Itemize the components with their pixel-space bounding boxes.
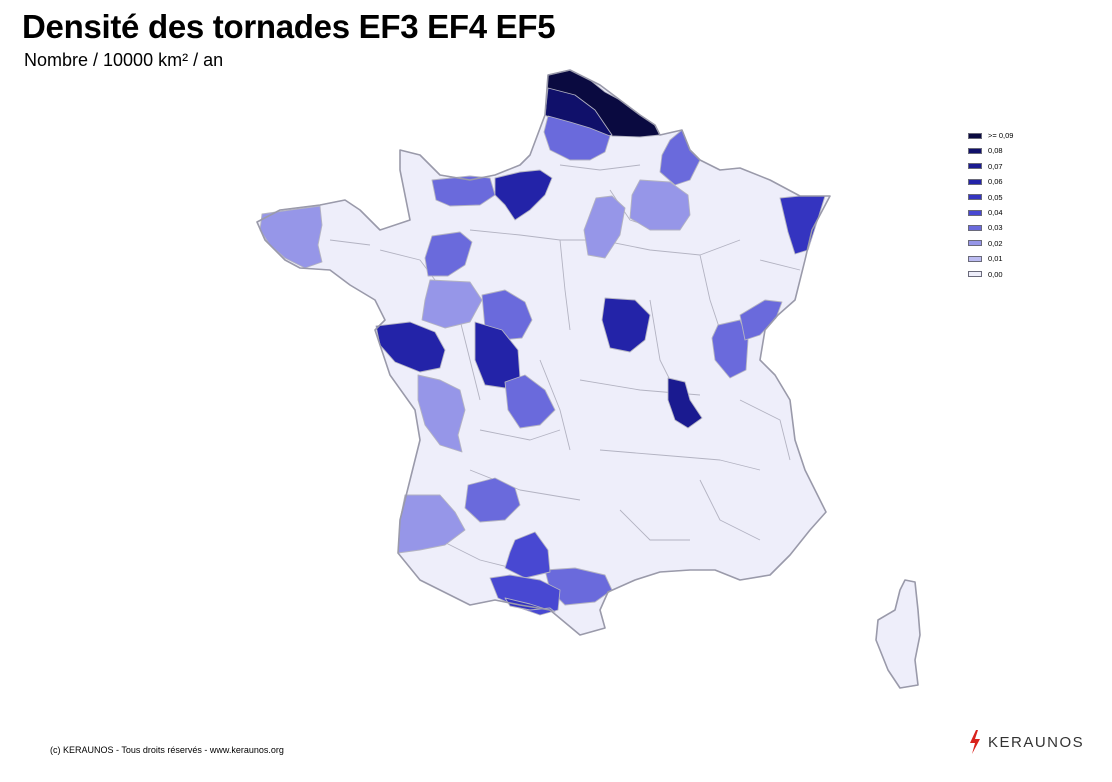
legend-swatch [968,132,982,139]
legend-swatch [968,148,982,155]
lightning-bolt-icon [970,730,980,754]
legend-label: 0,07 [988,161,1003,171]
france-outline [256,69,831,636]
legend-swatch [968,271,982,278]
dept-nievre [601,297,651,353]
dept-sarthe [424,231,473,277]
legend-swatch [968,194,982,201]
legend-item: 0,02 [968,236,1013,251]
legend-label: >= 0,09 [988,131,1014,140]
dept-haute-vienne [504,374,556,429]
map-title: Densité des tornades EF3 EF4 EF5 [22,8,556,45]
dept-somme [543,115,611,161]
legend-item: 0,00 [968,267,1013,282]
legend-swatch [968,255,982,262]
legend-label: 0,05 [988,192,1003,202]
map-subtitle: Nombre / 10000 km² / an [24,50,224,70]
dept-eure [494,169,553,221]
legend-swatch [968,225,982,232]
legend-label: 0,02 [988,238,1003,248]
brand-logo: KERAUNOS [968,730,1084,754]
legend-label: 0,04 [988,207,1003,217]
legend-item: 0,01 [968,251,1013,266]
dept-rhone [667,377,703,429]
dept-calvados [431,175,496,207]
legend-item: 0,04 [968,205,1013,220]
dept-finistere [259,205,323,269]
legend-item: 0,03 [968,220,1013,235]
legend-label: 0,01 [988,254,1003,264]
legend-item: 0,05 [968,190,1013,205]
legend-swatch [968,178,982,185]
dept-tarn-et-garonne [504,531,551,579]
legend-label: 0,03 [988,223,1003,233]
legend-item: 0,07 [968,159,1013,174]
legend-label: 0,08 [988,146,1003,156]
dept-lot-et-garonne [464,477,521,523]
legend-swatch [968,163,982,170]
dept-vendee [375,321,446,373]
brand-name: KERAUNOS [988,733,1085,751]
dept-marne [629,179,691,231]
legend-item: 0,06 [968,174,1013,189]
legend-label: 0,00 [988,269,1003,279]
copyright-notice: (c) KERAUNOS - Tous droits réservés - ww… [50,745,284,755]
legend-label: 0,06 [988,177,1003,187]
map-legend: >= 0,09 0,08 0,07 0,06 0,05 0,04 0,03 0,02 0,01 0… [968,128,1013,282]
dept-charente-maritime [417,374,466,453]
legend-swatch [968,209,982,216]
legend-item: 0,08 [968,143,1013,158]
legend-item: >= 0,09 [968,128,1013,143]
dept-seine-marne [583,195,626,259]
dept-indre-et-loire [421,279,483,329]
legend-swatch [968,240,982,247]
corsica-outline [875,579,921,689]
